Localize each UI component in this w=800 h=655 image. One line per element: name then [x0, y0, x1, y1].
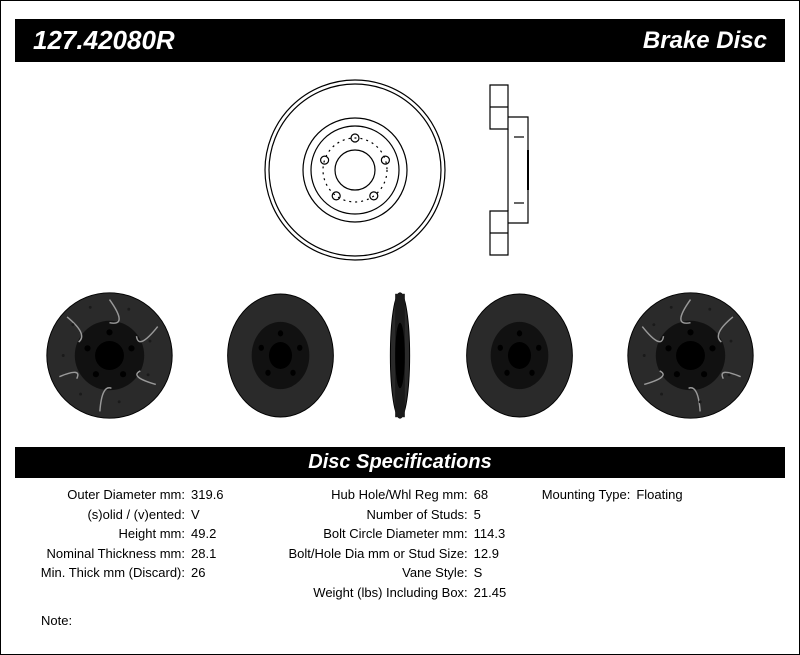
spec-value: 5: [474, 506, 481, 524]
rotor-photo-2: [218, 288, 343, 423]
rotor-photo-3: [457, 288, 582, 423]
spec-label: Min. Thick mm (Discard):: [21, 564, 191, 582]
spec-label: (s)olid / (v)ented:: [21, 506, 191, 524]
rotor-front-drawing: [260, 75, 450, 265]
spec-label: Vane Style:: [274, 564, 474, 582]
spec-label: Nominal Thickness mm:: [21, 545, 191, 563]
rotor-photo-4: [623, 288, 758, 423]
spec-col-2: Hub Hole/Whl Reg mm:68 Number of Studs:5…: [274, 486, 527, 603]
rotor-photo-edge: [385, 288, 415, 423]
spec-label: Weight (lbs) Including Box:: [274, 584, 474, 602]
spec-value: S: [474, 564, 483, 582]
spec-value: 319.6: [191, 486, 224, 504]
spec-table: Outer Diameter mm:319.6 (s)olid / (v)ent…: [1, 478, 799, 603]
product-photos: [1, 272, 799, 447]
spec-label: Mounting Type:: [526, 486, 636, 504]
spec-value: 28.1: [191, 545, 216, 563]
spec-col-3: Mounting Type:Floating: [526, 486, 779, 603]
spec-title-bar: Disc Specifications: [15, 447, 785, 478]
spec-col-1: Outer Diameter mm:319.6 (s)olid / (v)ent…: [21, 486, 274, 603]
header-bar: 127.42080R Brake Disc: [15, 19, 785, 62]
spec-value: 114.3: [474, 525, 506, 543]
spec-label: Number of Studs:: [274, 506, 474, 524]
product-name: Brake Disc: [643, 27, 767, 55]
spec-value: 12.9: [474, 545, 499, 563]
rotor-side-drawing: [480, 75, 540, 265]
spec-value: 68: [474, 486, 488, 504]
spec-label: Outer Diameter mm:: [21, 486, 191, 504]
spec-value: V: [191, 506, 200, 524]
rotor-photo-1: [42, 288, 177, 423]
note-row: Note:: [1, 603, 799, 628]
spec-value: 26: [191, 564, 205, 582]
line-drawings: [1, 62, 799, 272]
spec-label: Height mm:: [21, 525, 191, 543]
spec-label: Bolt Circle Diameter mm:: [274, 525, 474, 543]
spec-value: Floating: [636, 486, 682, 504]
spec-label: Bolt/Hole Dia mm or Stud Size:: [274, 545, 474, 563]
spec-value: 21.45: [474, 584, 507, 602]
spec-value: 49.2: [191, 525, 216, 543]
part-number: 127.42080R: [33, 25, 175, 56]
note-label: Note:: [41, 613, 72, 628]
spec-label: Hub Hole/Whl Reg mm:: [274, 486, 474, 504]
